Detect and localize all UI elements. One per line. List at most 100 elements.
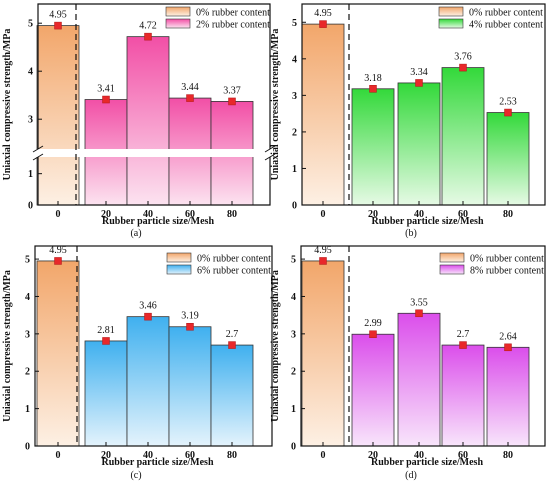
marker-d-0 <box>319 257 327 265</box>
y-tick-label: 1 <box>292 164 297 175</box>
axes-frame-lower <box>37 157 271 206</box>
x-tick-label: 40 <box>414 450 424 461</box>
x-tick-label: 0 <box>56 209 61 220</box>
y-tick-label: 1 <box>28 169 33 180</box>
bar-d-0 <box>301 260 345 447</box>
legend-label-1: 2% rubber content <box>196 20 270 31</box>
bar-b-80 <box>486 112 530 206</box>
marker-d-20 <box>369 330 377 338</box>
y-tick-label: 4 <box>291 292 296 303</box>
y-tick-label: 5 <box>292 18 297 29</box>
x-tick-label: 80 <box>503 450 513 461</box>
marker-c-40 <box>144 312 152 321</box>
y-tick-label: 2 <box>292 127 297 138</box>
bar-a-0 <box>36 25 80 206</box>
x-tick-label: 0 <box>56 450 61 461</box>
x-tick-label: 40 <box>143 209 153 220</box>
bar-b-60 <box>441 67 485 206</box>
legend-label-1: 4% rubber content <box>469 20 543 31</box>
data-label-c-20: 2.81 <box>97 325 115 336</box>
bar-c-0 <box>36 260 80 447</box>
chart-panel-a: 4.95 3.41 4.72 3.44 3.37 0 1 3 4 5 0 20 40 60 80 Rubber… <box>2 3 276 239</box>
y-tick-label: 4 <box>28 67 33 78</box>
panel-tag-b: (b) <box>405 228 417 239</box>
y-tick-label: 2 <box>291 367 296 378</box>
x-tick-label: 80 <box>503 209 513 220</box>
data-label-a-20: 3.41 <box>97 84 115 95</box>
data-label-a-40: 4.72 <box>139 21 157 32</box>
y-tick-label: 5 <box>291 255 296 266</box>
bar-c-20 <box>84 340 128 447</box>
y-tick-label: 3 <box>292 91 297 102</box>
data-label-a-60: 3.44 <box>181 82 199 93</box>
axis-break-gap <box>35 149 273 157</box>
x-tick-label: 0 <box>321 450 326 461</box>
panel-tag-a: (a) <box>130 228 141 239</box>
chart-panel-c: 4.95 2.81 3.46 3.19 2.7 0 1 2 3 4 5 0 20 40 60 80 Rubber… <box>2 245 273 481</box>
bar-b-20 <box>351 88 395 206</box>
x-tick-label: 0 <box>321 209 326 220</box>
x-tick-label: 80 <box>227 450 237 461</box>
bar-b-0 <box>301 23 345 206</box>
x-tick-label: 20 <box>101 450 111 461</box>
axes-frame <box>300 245 546 447</box>
data-label-d-80: 2.64 <box>499 331 517 342</box>
marker-d-40 <box>415 309 423 318</box>
y-tick-label: 0 <box>25 442 30 453</box>
data-label-d-40: 3.55 <box>410 297 428 308</box>
marker-a-60 <box>186 94 194 102</box>
marker-c-20 <box>102 337 110 345</box>
legend-swatch-0 <box>439 252 465 263</box>
panel-tag-c: (c) <box>130 470 141 481</box>
marker-b-40 <box>415 79 423 87</box>
data-label-a-0: 4.95 <box>49 10 67 21</box>
chart-panel-d: 4.95 2.99 3.55 2.7 2.64 0 1 2 3 4 5 0 20 40 60 80 Rubber… <box>270 245 546 481</box>
legend-swatch-1 <box>439 264 465 275</box>
legend-label-0: 0% rubber content <box>470 254 544 265</box>
data-label-c-80: 2.7 <box>226 329 239 340</box>
y-tick-label: 4 <box>292 54 297 65</box>
data-label-b-20: 3.18 <box>364 73 382 84</box>
marker-d-80 <box>504 343 512 352</box>
y-tick-label: 1 <box>25 404 30 415</box>
x-tick-label: 20 <box>101 209 111 220</box>
axes-frame-upper <box>37 3 271 149</box>
marker-d-60 <box>459 341 467 349</box>
x-tick-label: 20 <box>368 450 378 461</box>
legend-label-0: 0% rubber content <box>196 8 270 19</box>
x-axis-label: Rubber particle size/Mesh <box>371 457 483 468</box>
marker-a-80 <box>228 97 236 106</box>
y-axis-label: Uniaxial compressive strength/MPa <box>270 270 281 422</box>
x-tick-label: 60 <box>185 450 195 461</box>
marker-b-60 <box>459 63 467 72</box>
data-label-b-0: 4.95 <box>314 8 332 19</box>
bar-c-60 <box>168 326 212 447</box>
y-tick-label: 5 <box>25 255 30 266</box>
y-tick-label: 4 <box>25 292 30 303</box>
y-tick-label: 3 <box>28 115 33 126</box>
marker-c-0 <box>54 257 62 265</box>
x-tick-label: 60 <box>458 209 468 220</box>
x-tick-label: 40 <box>414 209 424 220</box>
data-label-d-20: 2.99 <box>364 318 382 329</box>
marker-a-20 <box>102 95 110 104</box>
bar-d-60 <box>441 344 485 447</box>
axes-frame <box>34 245 273 447</box>
legend-swatch-0 <box>438 6 464 17</box>
data-label-b-40: 3.34 <box>410 67 428 78</box>
x-axis-label: Rubber particle size/Mesh <box>371 216 483 227</box>
marker-b-0 <box>319 20 327 28</box>
marker-c-60 <box>186 322 194 331</box>
data-label-d-60: 2.7 <box>457 329 470 340</box>
legend-swatch-1 <box>165 18 191 29</box>
y-tick-label: 0 <box>291 442 296 453</box>
y-axis-label: Uniaxial compressive strength/MPa <box>2 270 13 422</box>
data-label-c-40: 3.46 <box>139 301 157 312</box>
marker-c-80 <box>228 341 236 349</box>
panel-tag-d: (d) <box>405 470 417 481</box>
marker-b-80 <box>504 108 512 117</box>
